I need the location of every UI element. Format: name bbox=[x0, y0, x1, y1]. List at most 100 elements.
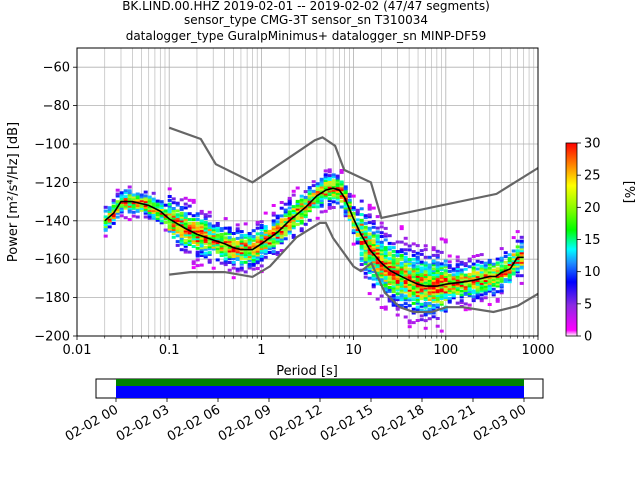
histogram-cell bbox=[483, 269, 488, 273]
histogram-cell bbox=[439, 329, 444, 333]
histogram-cell bbox=[423, 282, 428, 286]
histogram-cell bbox=[459, 262, 464, 266]
histogram-cell bbox=[455, 267, 460, 270]
time-tick-label: 02-02 15 bbox=[318, 402, 376, 444]
histogram-cell bbox=[319, 183, 324, 187]
histogram-cell bbox=[387, 276, 392, 280]
histogram-cell bbox=[207, 245, 212, 249]
histogram-cell bbox=[467, 282, 472, 286]
histogram-cell bbox=[323, 181, 328, 184]
histogram-cell bbox=[403, 298, 408, 302]
histogram-cell bbox=[407, 319, 412, 323]
histogram-cell bbox=[335, 186, 340, 190]
histogram-cell bbox=[495, 276, 500, 280]
histogram-cell bbox=[515, 239, 520, 243]
histogram-cell bbox=[427, 282, 432, 286]
histogram-cell bbox=[215, 245, 220, 248]
histogram-cell bbox=[343, 212, 348, 216]
histogram-cell bbox=[299, 221, 304, 225]
histogram-cell bbox=[363, 225, 368, 229]
histogram-cell bbox=[395, 278, 400, 282]
histogram-cell bbox=[139, 206, 144, 210]
histogram-cell bbox=[303, 197, 308, 201]
histogram-cell bbox=[407, 275, 412, 279]
histogram-cell bbox=[299, 204, 304, 208]
histogram-cell bbox=[487, 281, 492, 285]
histogram-cell bbox=[171, 224, 176, 228]
histogram-cell bbox=[395, 292, 400, 296]
histogram-cell bbox=[447, 298, 452, 302]
histogram-cell bbox=[379, 306, 384, 309]
histogram-cell bbox=[443, 298, 448, 301]
histogram-cell bbox=[491, 264, 496, 268]
histogram-cell bbox=[315, 205, 320, 209]
histogram-cell bbox=[423, 248, 428, 252]
histogram-cell bbox=[279, 235, 284, 239]
colorbar-tick-label: 25 bbox=[584, 169, 601, 184]
histogram-cell bbox=[431, 273, 436, 277]
histogram-cell bbox=[147, 203, 152, 207]
histogram-cell bbox=[239, 235, 244, 239]
histogram-cell bbox=[367, 259, 372, 263]
histogram-cell bbox=[375, 245, 380, 249]
histogram-cell bbox=[143, 198, 148, 202]
histogram-cell bbox=[127, 191, 132, 195]
histogram-cell bbox=[447, 285, 452, 289]
histogram-cell bbox=[299, 210, 304, 213]
histogram-cell bbox=[135, 194, 140, 198]
histogram-cell bbox=[275, 220, 280, 224]
histogram-cell bbox=[235, 248, 240, 252]
time-tick-label: 02-03 00 bbox=[471, 402, 529, 444]
histogram-cell bbox=[359, 218, 364, 222]
histogram-cell bbox=[443, 307, 448, 311]
histogram-cell bbox=[307, 186, 312, 190]
histogram-cell bbox=[391, 253, 396, 257]
histogram-cell bbox=[403, 257, 408, 261]
histogram-cell bbox=[403, 275, 408, 279]
histogram-cell bbox=[507, 261, 512, 264]
histogram-cell bbox=[195, 235, 200, 239]
histogram-cell bbox=[483, 279, 488, 282]
histogram-cell bbox=[239, 230, 244, 234]
histogram-cell bbox=[335, 195, 340, 199]
histogram-cell bbox=[355, 229, 360, 233]
histogram-cell bbox=[363, 239, 368, 243]
histogram-cell bbox=[415, 267, 420, 271]
histogram-cell bbox=[371, 283, 376, 287]
histogram-cell bbox=[295, 217, 300, 221]
histogram-cell bbox=[319, 198, 324, 202]
histogram-cell bbox=[427, 290, 432, 294]
histogram-cell bbox=[319, 204, 324, 208]
histogram-cell bbox=[507, 280, 512, 284]
histogram-cell bbox=[371, 245, 376, 248]
histogram-cell bbox=[455, 276, 460, 280]
histogram-cell bbox=[431, 315, 436, 319]
histogram-cell bbox=[167, 220, 172, 223]
histogram-cell bbox=[131, 197, 136, 201]
histogram-cell bbox=[395, 282, 400, 286]
histogram-cell bbox=[515, 230, 520, 234]
histogram-cell bbox=[299, 219, 304, 223]
histogram-cell bbox=[323, 196, 328, 200]
histogram-cell bbox=[519, 245, 524, 249]
histogram-cell bbox=[175, 234, 180, 238]
histogram-cell bbox=[511, 249, 516, 253]
histogram-cell bbox=[231, 257, 236, 260]
histogram-cell bbox=[239, 268, 244, 272]
histogram-cell bbox=[411, 278, 416, 282]
histogram-cell bbox=[427, 280, 432, 284]
histogram-cell bbox=[199, 244, 204, 248]
histogram-cell bbox=[483, 263, 488, 267]
histogram-cell bbox=[495, 267, 500, 271]
histogram-cell bbox=[175, 228, 180, 232]
histogram-cell bbox=[143, 202, 148, 206]
histogram-cell bbox=[439, 297, 444, 300]
histogram-cell bbox=[403, 290, 408, 294]
histogram-cell bbox=[283, 210, 288, 214]
histogram-cell bbox=[271, 225, 276, 229]
histogram-cell bbox=[271, 229, 276, 232]
histogram-cell bbox=[347, 217, 352, 221]
histogram-cell bbox=[415, 271, 420, 274]
histogram-cell bbox=[183, 229, 188, 233]
histogram-cell bbox=[243, 255, 248, 258]
